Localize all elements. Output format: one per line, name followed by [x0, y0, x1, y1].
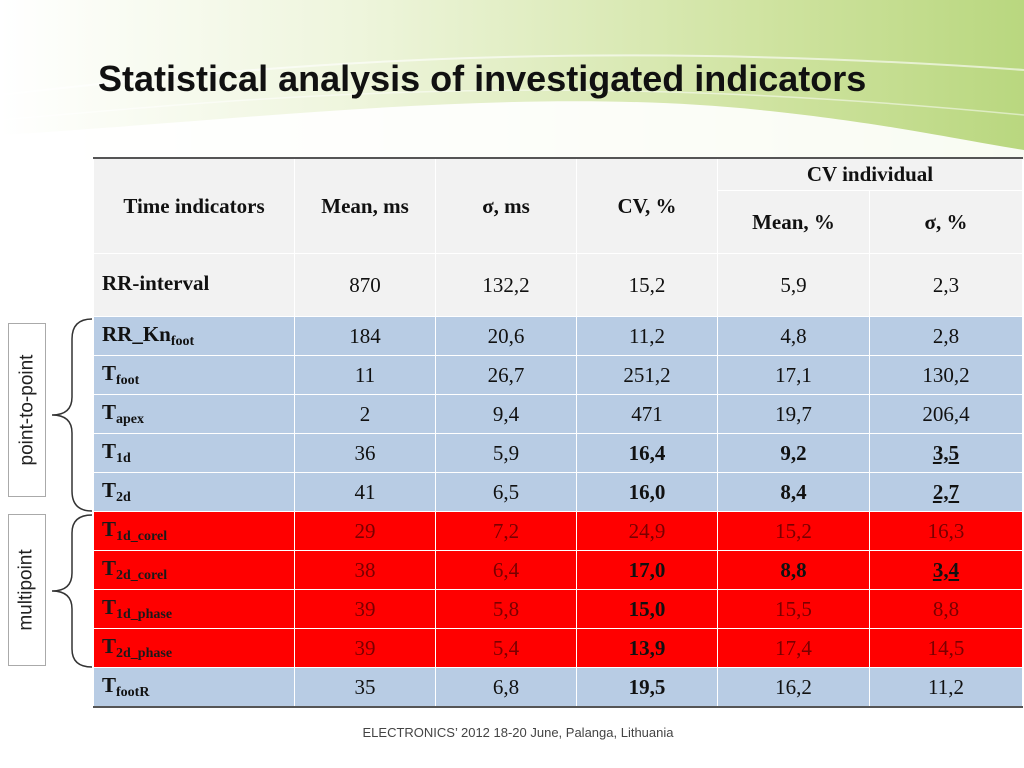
cell-cv-mean: 8,4 [717, 472, 870, 512]
cell-cv: 13,9 [576, 628, 718, 668]
cell-mean: 29 [294, 511, 436, 551]
row-name: T2d_phase [93, 628, 295, 668]
header-mean-ms: Mean, ms [294, 157, 436, 254]
table-row: RR_Knfoot 184 20,6 11,2 4,8 2,8 [93, 316, 1024, 356]
multipoint-label: multipoint [8, 514, 46, 666]
cell-sigma: 6,4 [435, 550, 577, 590]
point-to-point-brace [51, 318, 93, 512]
cell-mean: 39 [294, 589, 436, 629]
footer-text: ELECTRONICS’ 2012 18-20 June, Palanga, L… [362, 725, 674, 740]
cell-mean: 41 [294, 472, 436, 512]
table-row: T1d_corel 29 7,2 24,9 15,2 16,3 [93, 511, 1024, 551]
cell-mean: 870 [294, 253, 436, 317]
cell-cv-mean: 9,2 [717, 433, 870, 473]
cell-cv-mean: 15,5 [717, 589, 870, 629]
cell-mean: 39 [294, 628, 436, 668]
table-row: T1d_phase 39 5,8 15,0 15,5 8,8 [93, 589, 1024, 629]
cell-cv-sigma: 3,5 [868, 433, 1024, 473]
statistics-table: Time indicators Mean, ms σ, ms CV, % CV … [93, 157, 1024, 708]
cell-cv-mean: 19,7 [717, 394, 870, 434]
cell-cv-mean: 15,2 [717, 511, 870, 551]
row-name: T1d [93, 433, 295, 473]
row-name: RR_Knfoot [93, 316, 295, 356]
cell-mean: 184 [294, 316, 436, 356]
row-name: RR-interval [93, 253, 295, 317]
header-cv-pct: CV, % [576, 157, 718, 254]
cell-sigma: 6,8 [435, 667, 577, 708]
cell-cv-sigma: 16,3 [868, 511, 1024, 551]
point-to-point-text: point-to-point [16, 354, 37, 466]
cell-cv: 15,2 [576, 253, 718, 317]
table-row: Tapex 2 9,4 471 19,7 206,4 [93, 394, 1024, 434]
cell-cv: 19,5 [576, 667, 718, 708]
table-row: T2d_corel 38 6,4 17,0 8,8 3,4 [93, 550, 1024, 590]
cell-cv: 16,0 [576, 472, 718, 512]
cell-cv-mean: 17,1 [717, 355, 870, 395]
row-name: Tapex [93, 394, 295, 434]
slide-title: Statistical analysis of investigated ind… [98, 58, 867, 99]
cell-cv-sigma: 206,4 [868, 394, 1024, 434]
cell-cv-sigma: 8,8 [868, 589, 1024, 629]
header-cv-individual: CV individual [716, 157, 1024, 191]
cell-cv-mean: 4,8 [717, 316, 870, 356]
cell-mean: 11 [294, 355, 436, 395]
cell-cv-mean: 17,4 [717, 628, 870, 668]
cell-sigma: 132,2 [435, 253, 577, 317]
cell-cv: 11,2 [576, 316, 718, 356]
cell-sigma: 5,9 [435, 433, 577, 473]
table-row: T2d_phase 39 5,4 13,9 17,4 14,5 [93, 628, 1024, 668]
cell-cv-sigma: 2,7 [868, 472, 1024, 512]
cell-cv-mean: 8,8 [717, 550, 870, 590]
cell-mean: 36 [294, 433, 436, 473]
point-to-point-label: point-to-point [8, 323, 46, 497]
cell-cv-sigma: 11,2 [868, 667, 1024, 708]
multipoint-brace [51, 514, 93, 668]
cell-sigma: 26,7 [435, 355, 577, 395]
cell-sigma: 6,5 [435, 472, 577, 512]
table-row: TfootR 35 6,8 19,5 16,2 11,2 [93, 667, 1024, 708]
grouping-braces [51, 318, 93, 668]
cell-cv: 17,0 [576, 550, 718, 590]
cell-cv: 16,4 [576, 433, 718, 473]
cell-sigma: 20,6 [435, 316, 577, 356]
cell-sigma: 9,4 [435, 394, 577, 434]
cell-cv-mean: 5,9 [717, 253, 870, 317]
row-name: T1d_phase [93, 589, 295, 629]
header-time-indicators: Time indicators [93, 157, 295, 254]
row-name: TfootR [93, 667, 295, 708]
cell-cv: 24,9 [576, 511, 718, 551]
header-mean-pct: Mean, % [717, 190, 870, 254]
cell-cv-mean: 16,2 [717, 667, 870, 708]
cell-cv-sigma: 2,3 [868, 253, 1024, 317]
cell-cv: 251,2 [576, 355, 718, 395]
table-row: T2d 41 6,5 16,0 8,4 2,7 [93, 472, 1024, 512]
table-row: T1d 36 5,9 16,4 9,2 3,5 [93, 433, 1024, 473]
cell-mean: 35 [294, 667, 436, 708]
table-row: Tfoot 11 26,7 251,2 17,1 130,2 [93, 355, 1024, 395]
row-name: T1d_corel [93, 511, 295, 551]
cell-sigma: 5,8 [435, 589, 577, 629]
header-sigma-ms: σ, ms [435, 157, 577, 254]
row-name: Tfoot [93, 355, 295, 395]
table-row: RR-interval 870 132,2 15,2 5,9 2,3 [93, 253, 1024, 317]
cell-sigma: 7,2 [435, 511, 577, 551]
header-banner [0, 0, 1024, 160]
cell-cv-sigma: 3,4 [868, 550, 1024, 590]
cell-sigma: 5,4 [435, 628, 577, 668]
cell-cv: 471 [576, 394, 718, 434]
cell-mean: 38 [294, 550, 436, 590]
row-name: T2d [93, 472, 295, 512]
multipoint-text: multipoint [16, 549, 38, 631]
row-name: T2d_corel [93, 550, 295, 590]
cell-cv: 15,0 [576, 589, 718, 629]
cell-cv-sigma: 130,2 [868, 355, 1024, 395]
cell-cv-sigma: 14,5 [868, 628, 1024, 668]
cell-cv-sigma: 2,8 [868, 316, 1024, 356]
cell-mean: 2 [294, 394, 436, 434]
header-sigma-pct: σ, % [868, 190, 1024, 254]
